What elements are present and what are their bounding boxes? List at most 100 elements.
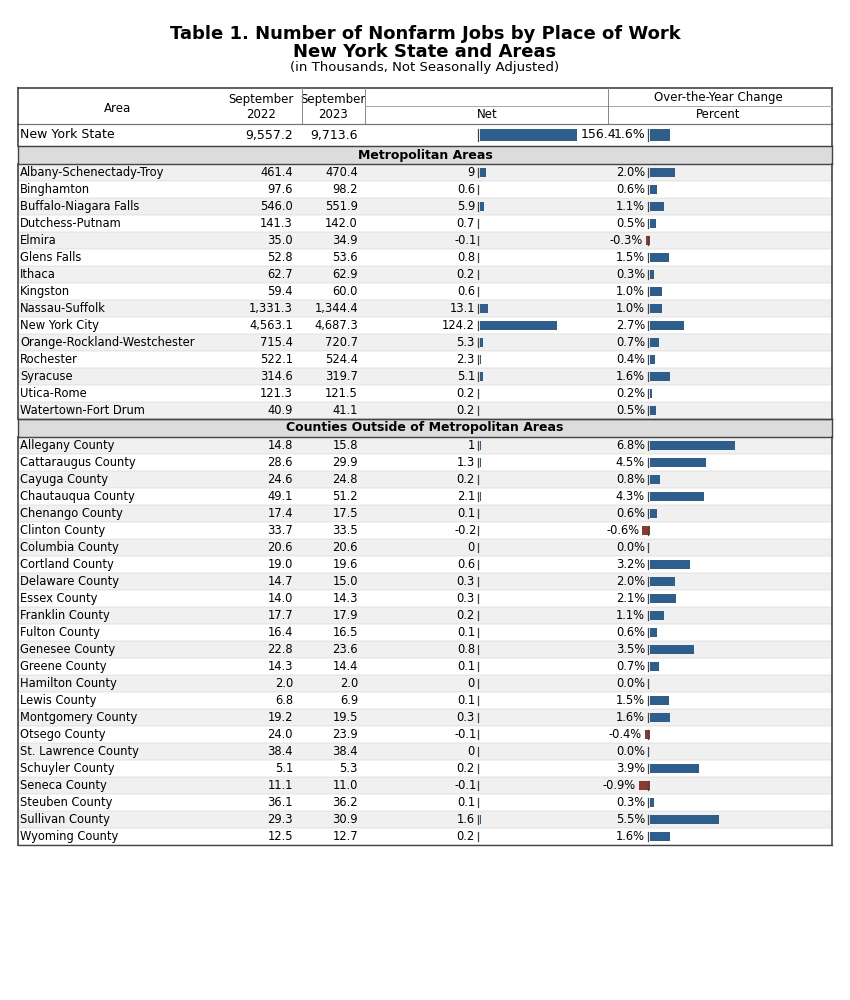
Bar xyxy=(650,594,677,603)
Text: 40.9: 40.9 xyxy=(268,404,293,417)
Bar xyxy=(18,675,832,692)
Text: Steuben County: Steuben County xyxy=(20,796,112,809)
Text: 0.8: 0.8 xyxy=(456,643,475,656)
Text: 9,557.2: 9,557.2 xyxy=(246,128,293,141)
Text: 14.3: 14.3 xyxy=(332,592,358,605)
Text: Orange-Rockland-Westchester: Orange-Rockland-Westchester xyxy=(20,336,195,349)
Text: Wyoming County: Wyoming County xyxy=(20,830,118,843)
Text: 0.3: 0.3 xyxy=(456,575,475,588)
Bar xyxy=(18,419,832,437)
Bar xyxy=(650,560,690,569)
Text: 35.0: 35.0 xyxy=(268,234,293,247)
Text: 5.1: 5.1 xyxy=(456,370,475,383)
Text: 14.7: 14.7 xyxy=(268,575,293,588)
Bar xyxy=(18,454,832,471)
Text: 9: 9 xyxy=(468,166,475,179)
Text: 0: 0 xyxy=(468,745,475,758)
Text: 0.0%: 0.0% xyxy=(616,677,645,690)
Text: 4.5%: 4.5% xyxy=(616,456,645,469)
Text: Binghamton: Binghamton xyxy=(20,183,90,196)
Text: 38.4: 38.4 xyxy=(268,745,293,758)
Text: Percent: Percent xyxy=(696,108,740,121)
Text: 0.4%: 0.4% xyxy=(616,353,645,366)
Text: 11.0: 11.0 xyxy=(332,779,358,792)
Text: -0.2: -0.2 xyxy=(455,524,477,537)
Text: 0.2: 0.2 xyxy=(456,762,475,775)
Text: September: September xyxy=(300,94,366,106)
Text: Ithaca: Ithaca xyxy=(20,268,56,281)
Bar xyxy=(18,539,832,556)
Text: 4,687.3: 4,687.3 xyxy=(314,319,358,332)
Bar xyxy=(650,696,669,705)
Text: -0.1: -0.1 xyxy=(455,234,477,247)
Text: 17.4: 17.4 xyxy=(268,507,293,520)
Bar xyxy=(650,372,670,381)
Text: 0.3%: 0.3% xyxy=(616,268,645,281)
Text: 142.0: 142.0 xyxy=(326,217,358,230)
Bar xyxy=(650,338,659,347)
Bar xyxy=(650,577,675,586)
Text: 0.7%: 0.7% xyxy=(616,660,645,673)
Bar xyxy=(18,488,832,505)
Bar xyxy=(18,607,832,624)
Text: 0.1: 0.1 xyxy=(456,694,475,707)
Text: 1.6%: 1.6% xyxy=(616,711,645,724)
Text: 29.3: 29.3 xyxy=(268,813,293,826)
Text: Syracuse: Syracuse xyxy=(20,370,72,383)
Text: 97.6: 97.6 xyxy=(268,183,293,196)
Text: New York State: New York State xyxy=(20,128,115,141)
Text: 19.5: 19.5 xyxy=(332,711,358,724)
Text: 0.8%: 0.8% xyxy=(616,473,645,486)
Bar xyxy=(18,590,832,607)
Bar xyxy=(650,202,664,211)
Text: 14.0: 14.0 xyxy=(268,592,293,605)
Bar xyxy=(18,726,832,743)
Text: 2022: 2022 xyxy=(246,108,276,121)
Bar xyxy=(18,624,832,641)
Text: 2.3: 2.3 xyxy=(456,353,475,366)
Bar xyxy=(650,492,704,501)
Bar xyxy=(18,249,832,266)
Text: 0.6%: 0.6% xyxy=(616,626,645,639)
Bar xyxy=(18,266,832,283)
Text: 0.2: 0.2 xyxy=(456,404,475,417)
Text: 19.6: 19.6 xyxy=(332,558,358,571)
Bar xyxy=(18,317,832,334)
Bar xyxy=(18,385,832,402)
Text: 6.8%: 6.8% xyxy=(616,439,645,452)
Text: Sullivan County: Sullivan County xyxy=(20,813,110,826)
Text: 13.1: 13.1 xyxy=(450,302,475,315)
Text: 24.6: 24.6 xyxy=(268,473,293,486)
Text: -0.4%: -0.4% xyxy=(609,728,642,741)
Bar xyxy=(18,146,832,164)
Text: 0: 0 xyxy=(468,541,475,554)
Text: 141.3: 141.3 xyxy=(260,217,293,230)
Text: Glens Falls: Glens Falls xyxy=(20,251,82,264)
Text: 51.2: 51.2 xyxy=(332,490,358,503)
Text: Table 1. Number of Nonfarm Jobs by Place of Work: Table 1. Number of Nonfarm Jobs by Place… xyxy=(170,25,680,43)
Text: 33.7: 33.7 xyxy=(267,524,293,537)
Text: September: September xyxy=(229,94,294,106)
Text: Albany-Schenectady-Troy: Albany-Schenectady-Troy xyxy=(20,166,164,179)
Bar xyxy=(18,692,832,709)
Text: 6.9: 6.9 xyxy=(340,694,358,707)
Text: New York City: New York City xyxy=(20,319,99,332)
Bar xyxy=(18,760,832,777)
Text: 3.9%: 3.9% xyxy=(616,762,645,775)
Text: 1.6%: 1.6% xyxy=(616,370,645,383)
Bar xyxy=(650,129,670,141)
Text: 0.3: 0.3 xyxy=(456,711,475,724)
Bar xyxy=(18,334,832,351)
Text: Cayuga County: Cayuga County xyxy=(20,473,108,486)
Bar xyxy=(18,709,832,726)
Text: 2.0%: 2.0% xyxy=(616,166,645,179)
Text: 0.0%: 0.0% xyxy=(616,541,645,554)
Bar xyxy=(650,815,719,824)
Text: 0.2: 0.2 xyxy=(456,473,475,486)
Text: 1.3: 1.3 xyxy=(456,456,475,469)
Bar xyxy=(18,215,832,232)
Text: 53.6: 53.6 xyxy=(332,251,358,264)
Text: 546.0: 546.0 xyxy=(260,200,293,213)
Bar xyxy=(650,832,670,841)
Text: 12.5: 12.5 xyxy=(268,830,293,843)
